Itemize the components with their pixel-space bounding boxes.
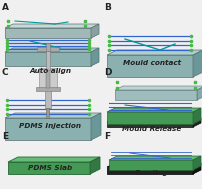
Text: A: A: [2, 3, 9, 12]
Polygon shape: [106, 112, 192, 124]
Polygon shape: [106, 50, 202, 55]
Polygon shape: [196, 86, 202, 100]
Polygon shape: [8, 162, 89, 174]
Polygon shape: [108, 160, 192, 170]
Polygon shape: [5, 24, 99, 28]
Polygon shape: [5, 118, 90, 140]
Polygon shape: [5, 28, 90, 38]
Polygon shape: [108, 156, 200, 160]
Bar: [46, 43, 50, 51]
Text: F: F: [103, 132, 109, 141]
Text: Auto align: Auto align: [29, 68, 71, 74]
Text: B: B: [103, 3, 110, 12]
Bar: [46, 70, 50, 88]
Polygon shape: [192, 118, 200, 127]
Polygon shape: [90, 48, 99, 66]
Polygon shape: [106, 118, 200, 122]
Text: D: D: [103, 68, 111, 77]
Text: PDMS Injection: PDMS Injection: [19, 123, 81, 129]
Text: Mould contact: Mould contact: [122, 60, 180, 66]
Bar: [37, 47, 59, 51]
Polygon shape: [90, 113, 101, 140]
Polygon shape: [106, 122, 192, 127]
Text: C: C: [2, 68, 8, 77]
Polygon shape: [115, 90, 196, 100]
Bar: [39, 68, 57, 90]
Text: Bonding: Bonding: [135, 170, 168, 176]
Bar: [36, 87, 60, 91]
Polygon shape: [106, 163, 200, 167]
Polygon shape: [106, 55, 192, 77]
Polygon shape: [5, 113, 101, 118]
Text: E: E: [2, 132, 8, 141]
Bar: [46, 108, 49, 118]
Polygon shape: [192, 50, 202, 77]
Polygon shape: [5, 52, 90, 66]
Polygon shape: [106, 108, 200, 112]
Polygon shape: [192, 163, 200, 174]
Polygon shape: [192, 108, 200, 124]
Polygon shape: [89, 157, 100, 174]
Bar: [46, 50, 50, 70]
Polygon shape: [115, 86, 202, 90]
Text: PDMS Slab: PDMS Slab: [28, 165, 72, 171]
Bar: [45, 88, 51, 108]
Polygon shape: [5, 48, 99, 52]
Polygon shape: [106, 167, 192, 174]
Polygon shape: [90, 24, 99, 38]
Polygon shape: [192, 156, 200, 170]
Polygon shape: [8, 157, 100, 162]
Text: Mould Release: Mould Release: [122, 126, 181, 132]
